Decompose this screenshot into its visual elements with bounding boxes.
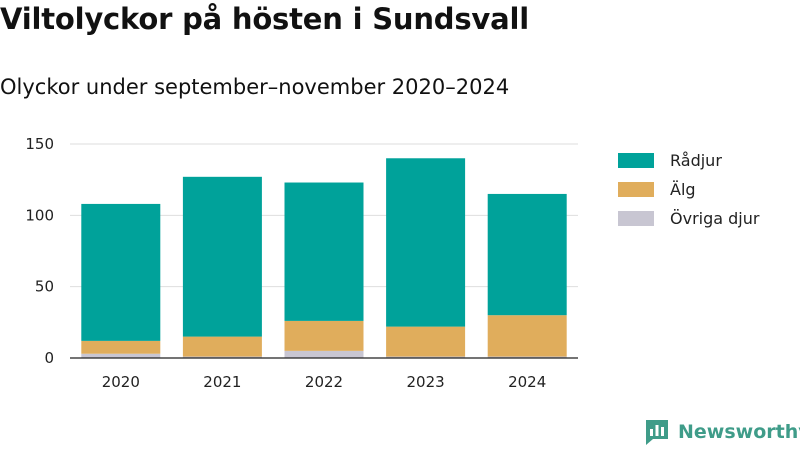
legend: Rådjur Älg Övriga djur — [618, 146, 759, 233]
bar-segment — [182, 356, 262, 358]
bar-segment — [386, 326, 466, 357]
x-tick-label: 2023 — [407, 373, 445, 391]
newsworthy-logo-icon — [646, 420, 668, 445]
bar-segment — [487, 193, 567, 316]
legend-label: Övriga djur — [670, 209, 760, 228]
y-tick-label: 0 — [44, 349, 54, 367]
legend-label: Älg — [670, 180, 696, 199]
bar-segment — [182, 336, 262, 357]
legend-item: Älg — [618, 175, 759, 204]
bar-segment — [81, 340, 161, 354]
x-tick-label: 2020 — [102, 373, 140, 391]
chart-subtitle: Olyckor under september–november 2020–20… — [0, 75, 510, 99]
bar-segment — [487, 315, 567, 357]
bar-segment — [284, 320, 364, 351]
y-tick-label: 100 — [25, 206, 54, 224]
bar-segment — [284, 182, 364, 321]
legend-swatch — [618, 153, 654, 168]
y-tick-label: 150 — [25, 135, 54, 153]
x-tick-label: 2022 — [305, 373, 343, 391]
legend-swatch — [618, 211, 654, 226]
bar-segment — [386, 356, 466, 358]
brand-name: Newsworthy — [678, 421, 800, 443]
bar-segment — [284, 350, 364, 358]
brand: Newsworthy — [644, 418, 800, 446]
bar-segment — [386, 158, 466, 327]
chart-title: Viltolyckor på hösten i Sundsvall — [0, 2, 529, 36]
y-tick-label: 50 — [35, 278, 54, 296]
legend-label: Rådjur — [670, 151, 722, 170]
legend-item: Övriga djur — [618, 204, 759, 233]
legend-item: Rådjur — [618, 146, 759, 175]
bar-segment — [182, 176, 262, 337]
bar-segment — [81, 203, 161, 341]
legend-swatch — [618, 182, 654, 197]
x-tick-label: 2021 — [203, 373, 241, 391]
x-tick-label: 2024 — [508, 373, 546, 391]
bar-segment — [487, 356, 567, 358]
bar-segment — [81, 353, 161, 358]
